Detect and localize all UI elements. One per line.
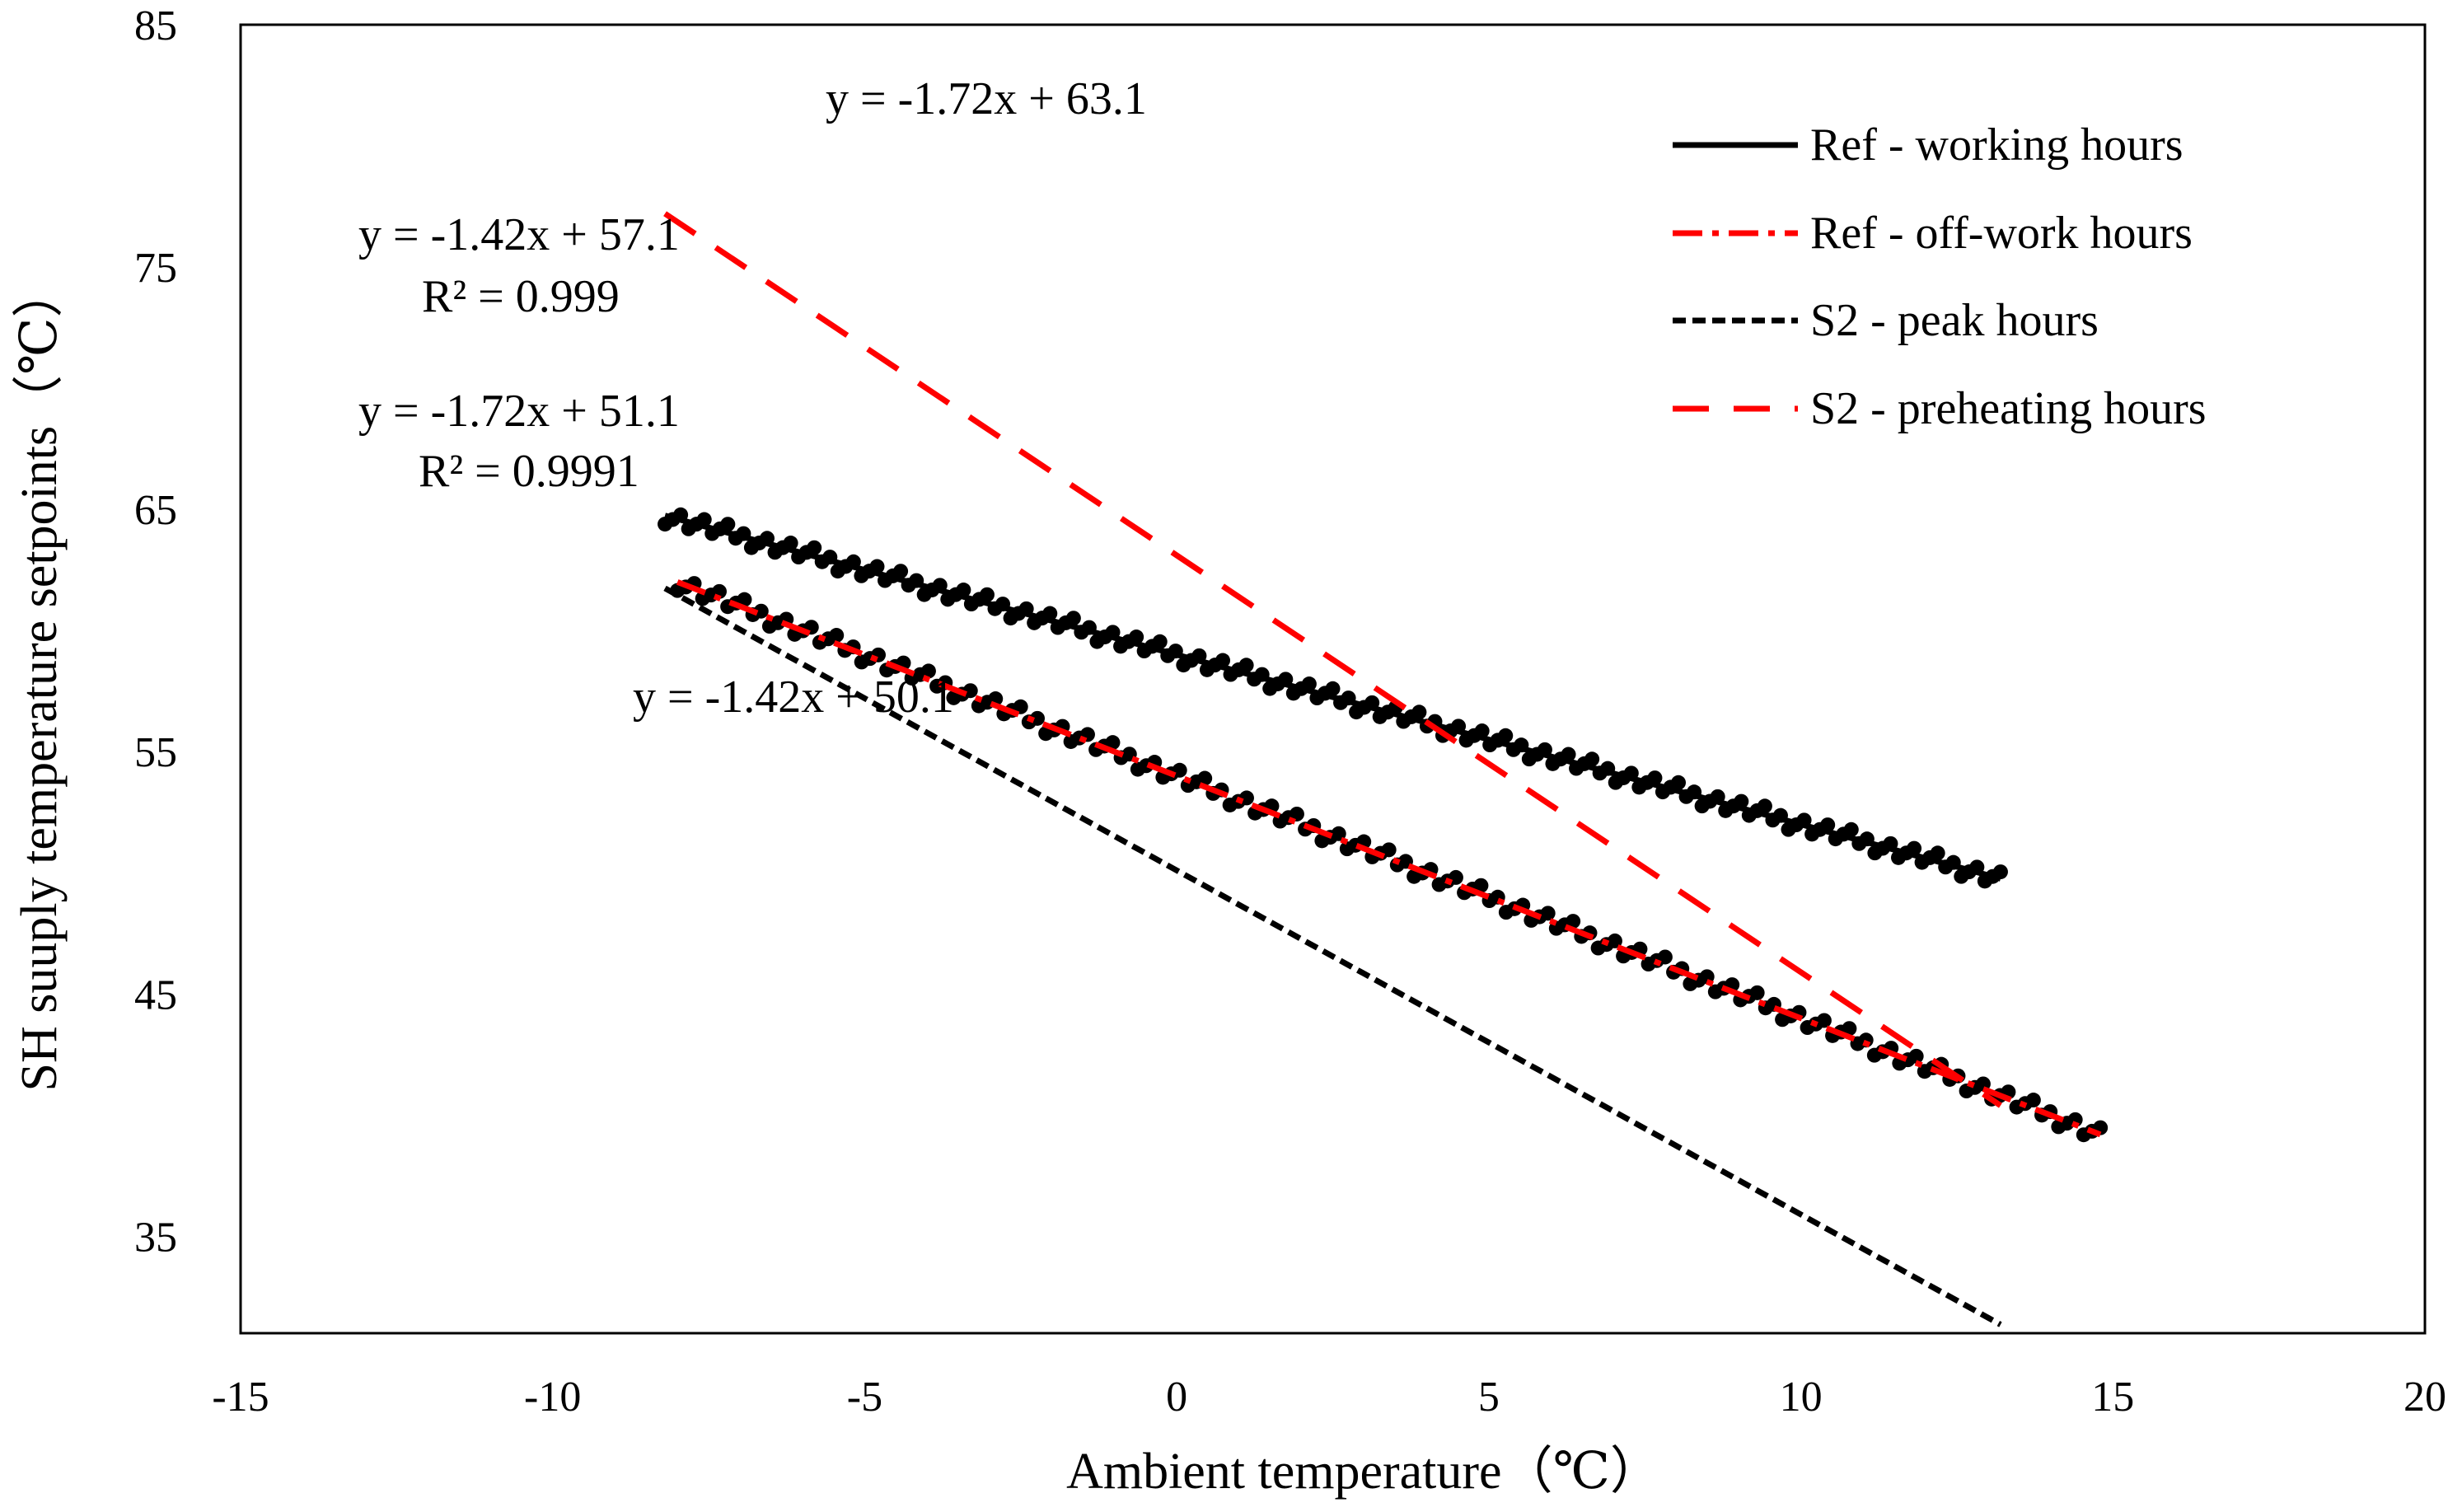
data-point [920,663,936,679]
data-point [829,628,845,644]
legend: Ref - working hours Ref - off-work hours… [1673,119,2207,434]
x-axis-title: Ambient temperature（℃） [1066,1444,1661,1500]
legend-label-s2-preheating: S2 - preheating hours [1810,383,2207,434]
data-point [1105,735,1121,751]
data-point [720,517,736,532]
data-point [737,592,752,607]
annotation-eq-ref-work: y = -1.42x + 57.1 [358,209,680,260]
data-point [1657,949,1673,965]
data-point [1325,681,1341,696]
y-tick-label: 65 [134,487,177,534]
annotation-r2-ref-work: R² = 0.999 [422,271,620,322]
data-point [1152,634,1168,649]
y-tick-label: 45 [134,971,177,1018]
series-line-2 [663,585,2002,1327]
data-point [1381,842,1397,858]
data-point [893,564,909,579]
data-point [962,683,978,699]
data-point [979,587,995,602]
annotation-eq-peak: y = -1.42x + 50.1 [633,672,954,723]
data-point [1566,914,1581,929]
data-point [1289,806,1304,822]
data-point [1238,658,1254,673]
data-point [1172,762,1187,778]
data-point [1908,1048,1924,1064]
y-tick-label: 85 [134,2,177,49]
data-point [2025,1093,2041,1108]
annotation-eq-ref-off: y = -1.72x + 51.1 [358,386,680,437]
data-point [1030,710,1046,726]
data-point [1749,985,1765,1000]
data-point [807,540,822,555]
tick-layer: -15 -10 -5 0 5 10 15 20 35 45 55 65 75 85 [134,2,2446,1421]
x-tick-label: 5 [1478,1374,1500,1421]
data-point [1498,728,1514,743]
x-tick-label: 15 [2091,1374,2134,1421]
x-tick-label: 20 [2403,1374,2446,1421]
y-axis-title: SH suuply temperature setpoints（℃） [12,267,68,1092]
annotation-eq-preheat: y = -1.72x + 63.1 [826,73,1147,124]
data-point [1757,798,1772,814]
data-point [1411,705,1427,720]
data-point [1238,790,1254,806]
series-line-3 [663,211,2002,1108]
y-tick-label: 75 [134,245,177,292]
data-point [1540,906,1556,921]
data-point [1816,1013,1832,1028]
data-point [1197,770,1213,786]
data-point [753,603,769,619]
x-tick-label: -15 [212,1374,269,1421]
x-tick-label: 10 [1780,1374,1823,1421]
annotations: y = -1.72x + 63.1 y = -1.42x + 57.1 R² =… [358,73,1147,723]
data-point [1842,1021,1857,1037]
legend-label-ref-working: Ref - working hours [1810,119,2184,171]
plot-area-border [239,23,2427,1335]
data-point [1930,845,1945,861]
x-tick-label: 0 [1166,1374,1187,1421]
data-point [1843,822,1859,837]
data-point [1671,775,1687,790]
x-tick-label: -5 [847,1374,882,1421]
legend-label-s2-peak: S2 - peak hours [1810,295,2099,346]
series-line-1 [676,579,2102,1138]
data-point [1013,699,1028,714]
series-line-0 [664,513,2001,882]
x-tick-label: -10 [524,1374,581,1421]
data-point [1065,611,1081,626]
series-layer [658,211,2109,1327]
data-point [1584,751,1600,767]
annotation-r2-ref-off: R² = 0.9991 [419,446,639,497]
legend-label-ref-offwork: Ref - off-work hours [1810,208,2193,259]
y-tick-label: 35 [134,1214,177,1261]
data-point [1473,878,1489,893]
y-tick-label: 55 [134,729,177,776]
